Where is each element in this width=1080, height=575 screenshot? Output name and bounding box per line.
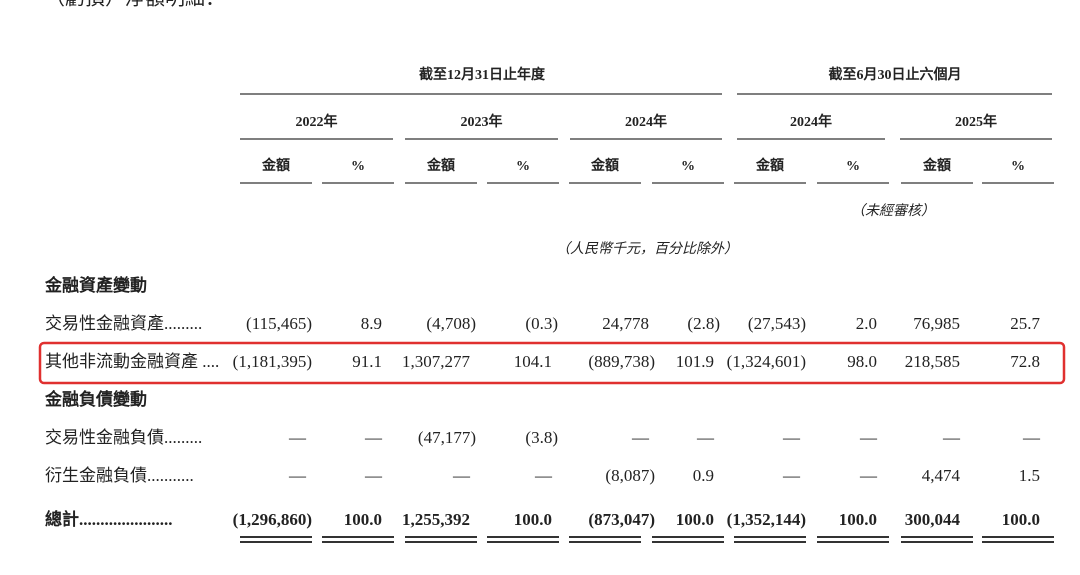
column-header: 金額: [755, 157, 784, 174]
cell: 4,474: [922, 466, 961, 485]
cell: (8,087): [605, 466, 655, 485]
cell: —: [859, 466, 878, 485]
cell: 101.9: [676, 352, 714, 371]
cell: (4,708): [426, 314, 476, 333]
cell: 1,307,277: [402, 352, 471, 371]
cell: 91.1: [352, 352, 382, 371]
cell: 100.0: [514, 510, 552, 529]
cell: —: [452, 466, 471, 485]
cell: 100.0: [1002, 510, 1040, 529]
year-header: 2024年: [625, 113, 667, 130]
cell: 100.0: [676, 510, 714, 529]
cell: —: [364, 466, 383, 485]
row-label: 衍生金融負債...........: [45, 466, 194, 485]
year-header: 2022年: [296, 113, 338, 130]
cell: —: [288, 428, 307, 447]
column-header: %: [846, 159, 860, 174]
cell: 76,985: [913, 314, 960, 333]
cell: (1,324,601): [727, 352, 806, 371]
cell: —: [364, 428, 383, 447]
cell: 100.0: [344, 510, 382, 529]
cell: (47,177): [418, 428, 476, 447]
cell: 25.7: [1010, 314, 1040, 333]
column-header: 金額: [922, 157, 951, 174]
row-label: 交易性金融負債.........: [45, 428, 202, 447]
intro-text: （虧損）淨額明細：: [45, 0, 225, 10]
column-header: 金額: [590, 157, 619, 174]
cell: (115,465): [246, 314, 312, 333]
column-header: %: [1011, 159, 1025, 174]
cell: 300,044: [905, 510, 961, 529]
cell: —: [1022, 428, 1041, 447]
cell: —: [288, 466, 307, 485]
cell: 2.0: [856, 314, 877, 333]
period-header: 截至6月30日止六個月: [829, 66, 962, 83]
cell: (3.8): [525, 428, 558, 447]
column-header: 金額: [426, 157, 455, 174]
year-header: 2025年: [955, 113, 997, 130]
cell: —: [696, 428, 715, 447]
cell: 8.9: [361, 314, 382, 333]
cell: —: [782, 428, 801, 447]
highlight-box: [38, 341, 1066, 385]
year-header: 2023年: [461, 113, 503, 130]
cell: (1,296,860): [233, 510, 312, 529]
cell: 1,255,392: [402, 510, 470, 529]
cell: —: [859, 428, 878, 447]
cell: 218,585: [905, 352, 960, 371]
cell: 0.9: [693, 466, 714, 485]
cell: (1,181,395): [233, 352, 312, 371]
cell: 72.8: [1010, 352, 1040, 371]
section-title: 金融資產變動: [44, 275, 147, 295]
cell: (27,543): [748, 314, 806, 333]
cell: 104.1: [514, 352, 552, 371]
unit-note: （人民幣千元，百分比除外）: [556, 241, 738, 257]
column-header: %: [516, 159, 530, 174]
column-header: %: [351, 159, 365, 174]
cell: —: [534, 466, 553, 485]
section-title: 金融負債變動: [44, 389, 147, 409]
cell: 24,778: [602, 314, 649, 333]
column-header: 金額: [261, 157, 290, 174]
year-header: 2024年: [790, 113, 832, 130]
cell: —: [942, 428, 961, 447]
cell: (873,047): [588, 510, 655, 529]
row-label: 其他非流動金融資產 ....: [45, 352, 219, 371]
cell: 98.0: [847, 352, 877, 371]
cell: —: [782, 466, 801, 485]
cell: 100.0: [839, 510, 877, 529]
period-header: 截至12月31日止年度: [419, 66, 546, 83]
cell: (2.8): [687, 314, 720, 333]
cell: (1,352,144): [727, 510, 806, 529]
row-label: 總計......................: [45, 509, 173, 529]
cell: (0.3): [525, 314, 558, 333]
column-header: %: [681, 159, 695, 174]
cell: (889,738): [588, 352, 655, 371]
cell: —: [631, 428, 650, 447]
unaudited-note: （未經審核）: [851, 203, 935, 219]
cell: 1.5: [1019, 466, 1040, 485]
row-label: 交易性金融資產.........: [45, 314, 202, 333]
